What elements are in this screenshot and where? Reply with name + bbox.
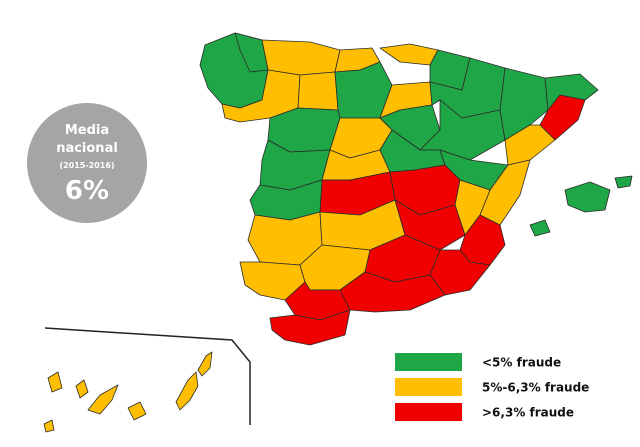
legend-swatch (395, 378, 462, 396)
legend-label: <5% fraude (482, 356, 561, 370)
legend: <5% fraude 5%-6,3% fraude >6,3% fraude (395, 353, 589, 421)
province (339, 271, 446, 313)
province (127, 401, 147, 421)
province (87, 384, 119, 415)
legend-label: >6,3% fraude (482, 406, 574, 420)
province (175, 371, 199, 411)
badge-value: 6% (65, 176, 109, 206)
province (564, 181, 611, 213)
legend-label: 5%-6,3% fraude (482, 381, 589, 395)
province (75, 379, 89, 399)
legend-swatch (395, 403, 462, 421)
badge-line: nacional (56, 141, 118, 156)
province (234, 32, 269, 73)
province (197, 351, 213, 377)
province (379, 43, 439, 66)
legend-swatch (395, 353, 462, 371)
badge-line: Media (65, 123, 109, 138)
province (43, 419, 55, 433)
province (614, 175, 633, 189)
province (529, 219, 551, 237)
badge-period: (2015-2016) (59, 161, 114, 170)
badge-circle (27, 103, 147, 223)
province (261, 39, 341, 76)
province (297, 71, 339, 111)
province (47, 371, 63, 393)
spain-map (43, 32, 633, 433)
province (267, 107, 341, 153)
province (269, 309, 351, 346)
canary-frame (44, 327, 251, 425)
